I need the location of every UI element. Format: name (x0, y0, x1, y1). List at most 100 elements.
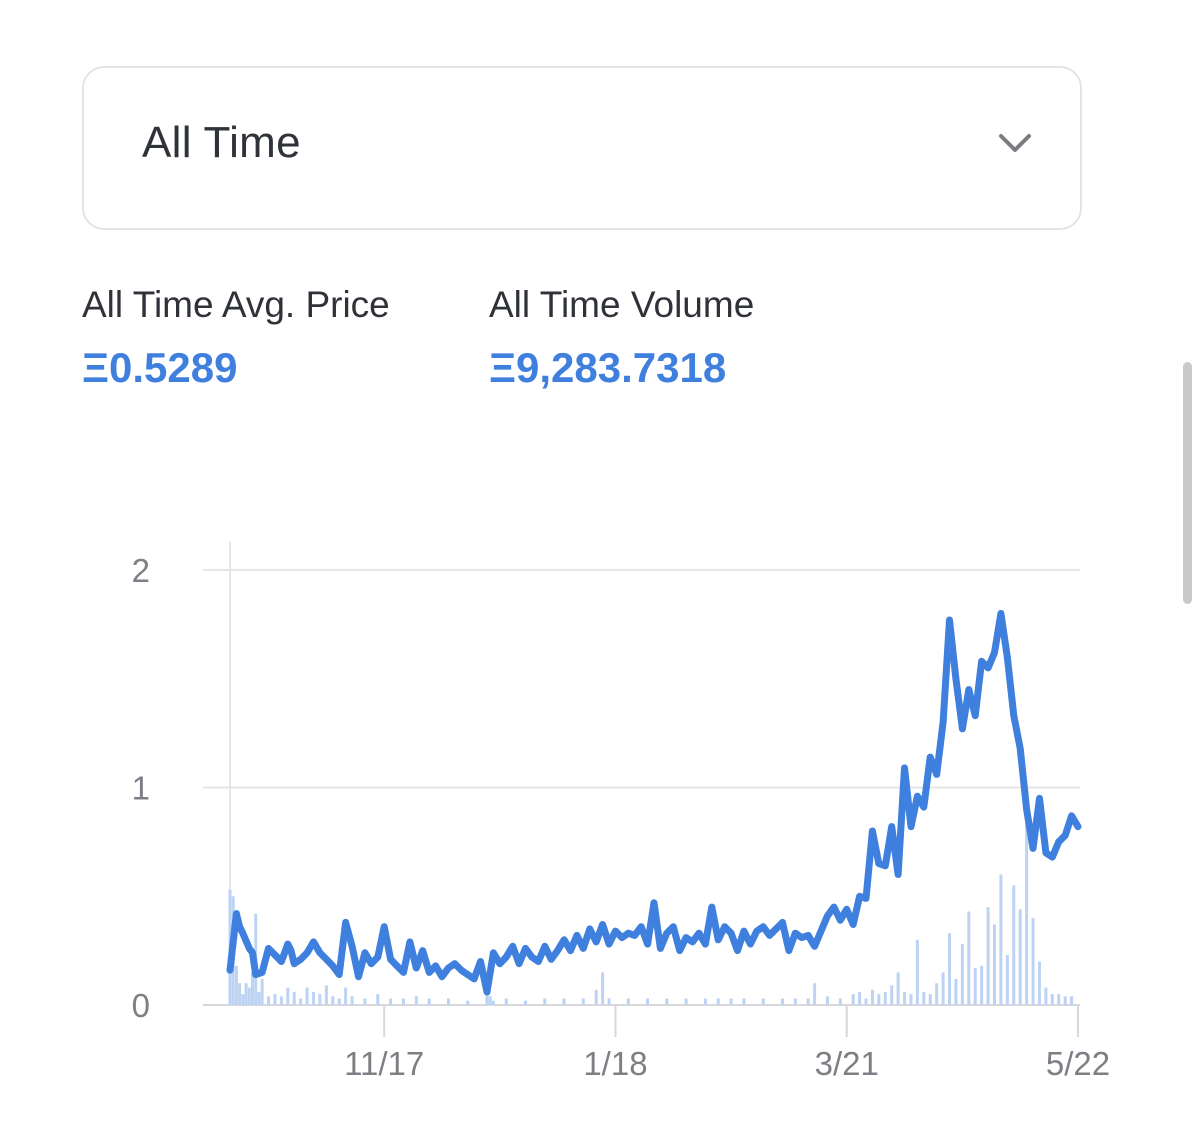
price-point (582, 947, 584, 949)
volume-bar (935, 983, 939, 1005)
price-point (904, 767, 906, 769)
volume-bar (851, 994, 855, 1005)
volume-bar (922, 991, 926, 1005)
volume-bar (427, 998, 431, 1005)
price-point (891, 826, 893, 828)
price-point (704, 943, 706, 945)
volume-bar (273, 994, 277, 1005)
price-point (332, 965, 334, 967)
price-point (955, 678, 957, 680)
price-point (826, 915, 828, 917)
volume-bar (491, 1000, 495, 1005)
price-point (614, 930, 616, 932)
volume-bar (279, 996, 283, 1005)
price-point (589, 928, 591, 930)
price-point (239, 926, 241, 928)
price-point (1038, 797, 1040, 799)
x-tick-label: 5/22 (1046, 1045, 1110, 1082)
price-point (820, 930, 822, 932)
volume-bar (870, 989, 874, 1005)
volume-bar (607, 998, 611, 1005)
volume-bar (344, 987, 348, 1005)
price-point (923, 806, 925, 808)
volume-bar (389, 998, 393, 1005)
volume-bar (488, 996, 492, 1005)
volume-bar (260, 978, 264, 1005)
price-point (859, 895, 861, 897)
price-point (377, 956, 379, 958)
price-volume-chart: 0 1 2 11/17 1/18 3/21 5/22 (132, 542, 1110, 1082)
price-point (235, 913, 237, 915)
price-point (383, 926, 385, 928)
volume-bar (890, 985, 894, 1005)
volume-label: All Time Volume (489, 284, 755, 325)
volume-bar (877, 994, 881, 1005)
price-point (441, 976, 443, 978)
price-point (801, 937, 803, 939)
price-point (300, 958, 302, 960)
price-point (280, 961, 282, 962)
price-point (518, 963, 520, 965)
volume-bar (524, 1000, 528, 1005)
price-point (679, 950, 681, 952)
volume-bar (234, 965, 238, 1005)
price-point (1051, 856, 1053, 858)
volume-bar (646, 998, 650, 1005)
price-point (480, 961, 482, 962)
price-point (525, 947, 527, 949)
price-point (364, 952, 366, 954)
volume-bar (562, 998, 566, 1005)
price-point (647, 943, 649, 945)
price-point (1000, 613, 1002, 614)
price-point (544, 945, 546, 947)
price-point (447, 967, 449, 969)
volume-bar (858, 991, 862, 1005)
price-point (814, 945, 816, 947)
volume-bar (543, 998, 547, 1005)
price-point (313, 941, 315, 943)
price-point (396, 965, 398, 967)
price-point (248, 947, 250, 949)
chevron-down-icon (999, 134, 1031, 152)
price-point (756, 930, 758, 932)
volume-value: Ξ9,283.7318 (489, 344, 727, 391)
volume-bar (257, 991, 261, 1005)
volume-bar (716, 998, 720, 1005)
volume-bar (806, 998, 810, 1005)
price-point (608, 943, 610, 945)
price-point (659, 947, 661, 949)
price-point (743, 930, 745, 932)
price-point (370, 963, 372, 965)
volume-bar (986, 907, 990, 1005)
volume-bar (1070, 996, 1074, 1005)
price-point (1077, 826, 1079, 828)
price-point (306, 952, 308, 954)
price-point (1013, 715, 1015, 717)
price-point (435, 965, 437, 967)
price-point (839, 919, 841, 921)
volume-bar (825, 996, 829, 1005)
price-point (557, 950, 559, 952)
volume-bar (1057, 994, 1061, 1005)
volume-bar (1063, 996, 1067, 1005)
price-point (1006, 656, 1008, 658)
x-tick-label: 11/17 (344, 1045, 424, 1082)
volume-bar (896, 972, 900, 1005)
page-scrollbar[interactable] (1183, 362, 1192, 604)
price-point (871, 830, 873, 832)
volume-bar (967, 911, 971, 1005)
price-point (640, 926, 642, 928)
price-point (968, 689, 970, 691)
volume-bar (1018, 909, 1022, 1005)
price-point (762, 926, 764, 928)
price-point (672, 926, 674, 928)
volume-bar (594, 989, 598, 1005)
volume-bar (941, 972, 945, 1005)
price-point (409, 941, 411, 943)
volume-stat: All Time Volume Ξ9,283.7318 (489, 284, 754, 392)
y-tick-label: 2 (132, 552, 150, 589)
time-range-dropdown[interactable]: All Time (82, 66, 1082, 230)
volume-bar (838, 998, 842, 1005)
price-point (653, 902, 655, 904)
x-tick-label: 3/21 (815, 1045, 879, 1082)
